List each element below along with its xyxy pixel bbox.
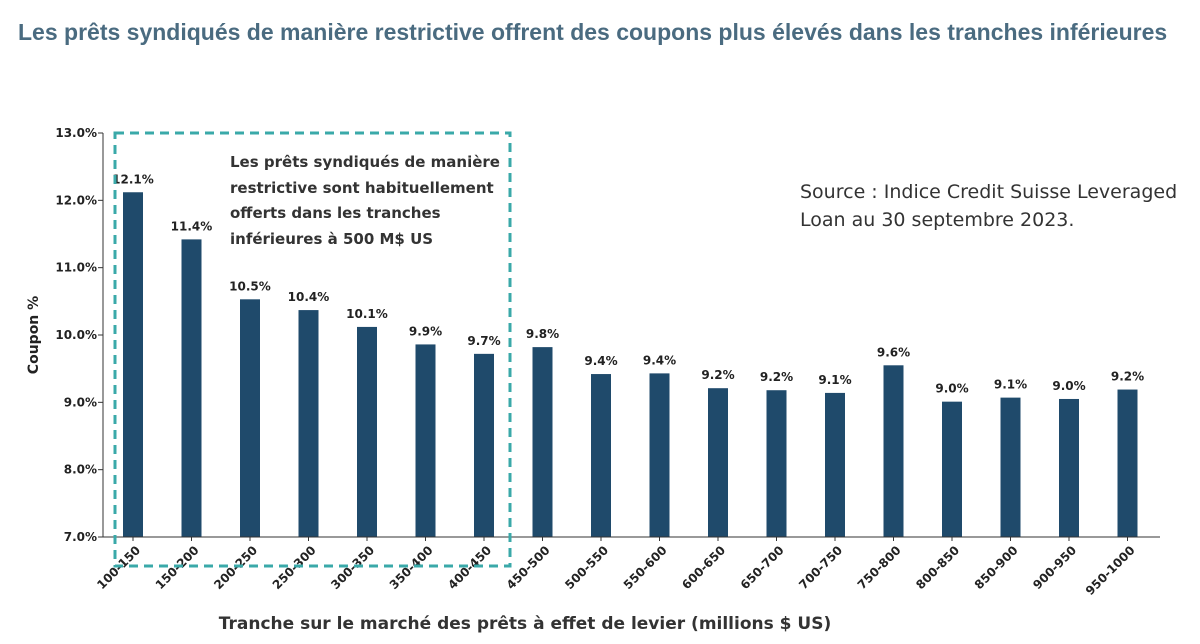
bar (649, 373, 670, 537)
y-tick-label: 10.0% (55, 328, 97, 342)
bar-value-label: 10.1% (346, 307, 388, 321)
annotation-line: offerts dans les tranches (230, 204, 441, 222)
bar-value-label: 9.2% (760, 370, 793, 384)
bar-value-label: 9.0% (935, 382, 968, 396)
x-tick-label: 100-150 (94, 543, 143, 592)
x-tick-label: 500-550 (562, 543, 611, 592)
annotation-line: Les prêts syndiqués de manière (230, 153, 500, 171)
source-note: Source : Indice Credit Suisse Leveraged … (800, 178, 1178, 234)
bar (532, 347, 553, 537)
x-tick-label: 200-250 (211, 543, 260, 592)
y-tick-label: 11.0% (55, 261, 97, 275)
bar-value-label: 9.1% (994, 378, 1027, 392)
y-tick-label: 13.0% (55, 126, 97, 140)
bar (942, 401, 962, 537)
bar-value-label: 10.4% (288, 290, 330, 304)
bar-value-label: 9.2% (1111, 370, 1144, 384)
bar (708, 388, 728, 537)
bar (766, 390, 787, 537)
annotation-note: Les prêts syndiqués de manière restricti… (230, 150, 500, 252)
bar-value-label: 9.0% (1052, 379, 1085, 393)
bar (415, 344, 436, 537)
bar (123, 192, 143, 537)
x-tick-label: 250-300 (270, 543, 319, 592)
bar (1059, 398, 1079, 537)
x-tick-label: 150-200 (153, 543, 202, 592)
bar-value-label: 12.1% (112, 172, 154, 186)
x-tick-label: 900-950 (1030, 543, 1079, 592)
bar (357, 326, 377, 537)
x-tick-label: 550-600 (621, 543, 670, 592)
bar-value-label: 11.4% (171, 219, 213, 233)
x-tick-label: 600-650 (679, 543, 728, 592)
bar (474, 353, 494, 537)
x-tick-label: 950-1000 (1083, 543, 1138, 598)
bars (123, 192, 1138, 538)
bar-value-label: 9.4% (643, 353, 676, 367)
y-tick-label: 12.0% (55, 193, 97, 207)
x-tick-label: 650-700 (738, 543, 787, 592)
bar-value-label: 9.2% (701, 368, 734, 382)
y-axis: 7.0% 8.0% 9.0% 10.0% 11.0% 12.0% 13.0% (55, 126, 104, 544)
source-line: Loan au 30 septembre 2023. (800, 209, 1075, 231)
x-tick-label: 400-450 (445, 543, 494, 592)
bar (591, 374, 611, 537)
y-tick-label: 9.0% (64, 395, 97, 409)
bar-value-label: 10.5% (229, 279, 271, 293)
bar-value-label: 9.4% (584, 354, 617, 368)
bar (298, 310, 319, 537)
bar (240, 299, 260, 537)
bar (181, 239, 202, 538)
x-tick-label: 850-900 (972, 543, 1021, 592)
x-tick-label: 300-350 (328, 543, 377, 592)
page-title: Les prêts syndiqués de manière restricti… (18, 19, 1168, 45)
annotation-line: restrictive sont habituellement (230, 178, 494, 197)
x-tick-label: 750-800 (855, 543, 904, 592)
bar-value-label: 9.6% (877, 345, 910, 359)
bar (883, 365, 904, 537)
highlight-box (113, 131, 512, 568)
y-tick-label: 8.0% (64, 463, 97, 477)
bar-value-label: 9.9% (409, 324, 442, 338)
x-tick-label: 700-750 (796, 543, 845, 592)
bar-value-label: 9.7% (467, 334, 500, 348)
x-tick-label: 800-850 (913, 543, 962, 592)
bar (1000, 397, 1021, 537)
x-tick-label: 350-400 (387, 543, 436, 592)
source-line: Source : Indice Credit Suisse Leveraged (800, 181, 1178, 203)
x-axis-title: Tranche sur le marché des prêts à effet … (218, 614, 832, 634)
value-labels: 12.1% 11.4% 10.5% 10.4% 10.1% 9.9% 9.7% 9.8% 9.4… (112, 172, 1144, 395)
bar (825, 392, 845, 537)
bar-value-label: 9.8% (526, 327, 559, 341)
bar-value-label: 9.1% (818, 373, 851, 387)
annotation-line: inférieures à 500 M$ US (230, 229, 434, 248)
y-axis-title: Coupon % (26, 295, 42, 375)
bar (1117, 389, 1138, 537)
y-tick-label: 7.0% (64, 530, 97, 544)
